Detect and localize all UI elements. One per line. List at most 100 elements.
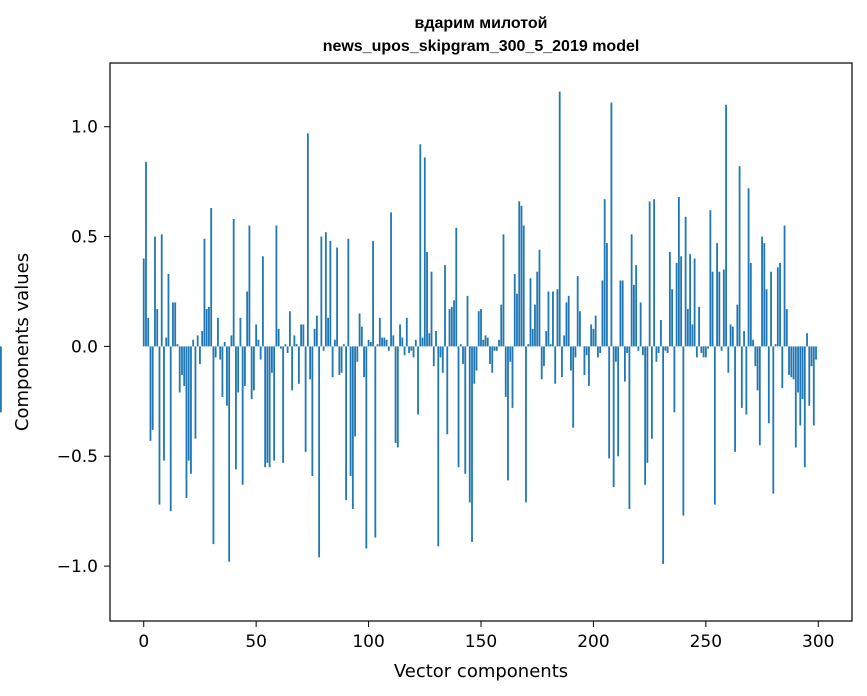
- bar: [394, 346, 397, 444]
- bar: [435, 331, 437, 347]
- bar: [617, 346, 620, 457]
- bar: [702, 346, 705, 358]
- bar: [776, 267, 779, 347]
- bar: [590, 324, 593, 347]
- bar: [734, 346, 736, 452]
- bar: [149, 346, 152, 441]
- bar: [583, 346, 586, 375]
- bar: [646, 346, 649, 463]
- bar: [468, 346, 471, 503]
- bar: [450, 306, 453, 347]
- bar: [169, 346, 172, 512]
- bar: [172, 302, 174, 347]
- bar: [259, 346, 262, 360]
- bar: [255, 324, 258, 347]
- bar: [761, 236, 763, 347]
- bar: [300, 324, 303, 347]
- bar: [295, 344, 298, 347]
- bar: [154, 236, 156, 347]
- bar: [246, 291, 249, 347]
- bar: [529, 278, 532, 347]
- bar: [624, 346, 626, 382]
- bar: [639, 302, 642, 347]
- bar: [291, 346, 294, 391]
- bar: [264, 346, 267, 468]
- x-axis: 0 50 100 150 200 250 300: [138, 621, 834, 652]
- bar: [482, 339, 485, 347]
- bar: [549, 344, 552, 347]
- bar: [576, 276, 579, 347]
- bar: [790, 346, 793, 378]
- bar: [691, 324, 694, 347]
- bar: [304, 346, 307, 452]
- bar: [594, 315, 597, 347]
- bar: [444, 265, 446, 347]
- bar: [756, 346, 759, 391]
- bar: [471, 346, 473, 542]
- bar: [518, 201, 521, 347]
- bar: [648, 201, 651, 347]
- bar: [192, 339, 195, 347]
- bar: [657, 346, 660, 353]
- y-tick-label: −1.0: [57, 557, 98, 577]
- bar: [363, 346, 365, 378]
- bar: [237, 346, 240, 393]
- bar: [520, 205, 523, 347]
- bar: [275, 225, 278, 347]
- bar: [194, 346, 197, 439]
- bar: [716, 243, 718, 347]
- bar: [214, 346, 217, 358]
- bar: [358, 313, 361, 347]
- bar: [637, 346, 640, 351]
- bar: [493, 346, 496, 351]
- bar: [428, 333, 431, 347]
- bar: [812, 346, 815, 426]
- bar: [567, 295, 570, 347]
- bar: [147, 317, 150, 347]
- bar: [772, 346, 775, 494]
- bar: [666, 346, 669, 353]
- bar: [570, 346, 572, 371]
- bar: [722, 269, 725, 347]
- bar: [199, 346, 201, 364]
- bar: [262, 256, 264, 347]
- bar: [597, 346, 599, 358]
- bar: [462, 346, 464, 364]
- bar: [376, 344, 379, 347]
- bar: [507, 346, 509, 481]
- bar: [633, 284, 635, 347]
- bar: [527, 344, 530, 347]
- bar: [446, 346, 449, 435]
- x-tick-label: 200: [577, 632, 609, 652]
- bar: [399, 324, 401, 347]
- x-tick-label: 150: [465, 632, 497, 652]
- bar: [419, 144, 422, 347]
- bar: [349, 346, 352, 476]
- bar: [565, 302, 568, 347]
- bar: [279, 346, 282, 349]
- x-tick-label: 250: [690, 632, 722, 652]
- chart-title: вдарим милотой: [414, 15, 547, 32]
- bar: [509, 346, 512, 362]
- bar: [608, 346, 611, 459]
- bar: [160, 234, 163, 347]
- bar: [621, 280, 624, 347]
- bar: [792, 346, 795, 380]
- bar: [311, 346, 314, 476]
- bar: [464, 346, 467, 474]
- bar: [219, 346, 222, 360]
- bar: [268, 346, 271, 468]
- bar: [579, 311, 581, 347]
- bar: [230, 335, 233, 347]
- bar: [385, 339, 388, 347]
- bar: [720, 346, 723, 351]
- bar: [653, 199, 656, 347]
- bar: [785, 309, 788, 347]
- bar: [738, 166, 741, 347]
- bar: [309, 346, 312, 380]
- bar: [223, 342, 226, 347]
- bar: [473, 346, 476, 384]
- bar: [453, 300, 455, 347]
- bar: [752, 339, 754, 347]
- bar: [704, 346, 707, 358]
